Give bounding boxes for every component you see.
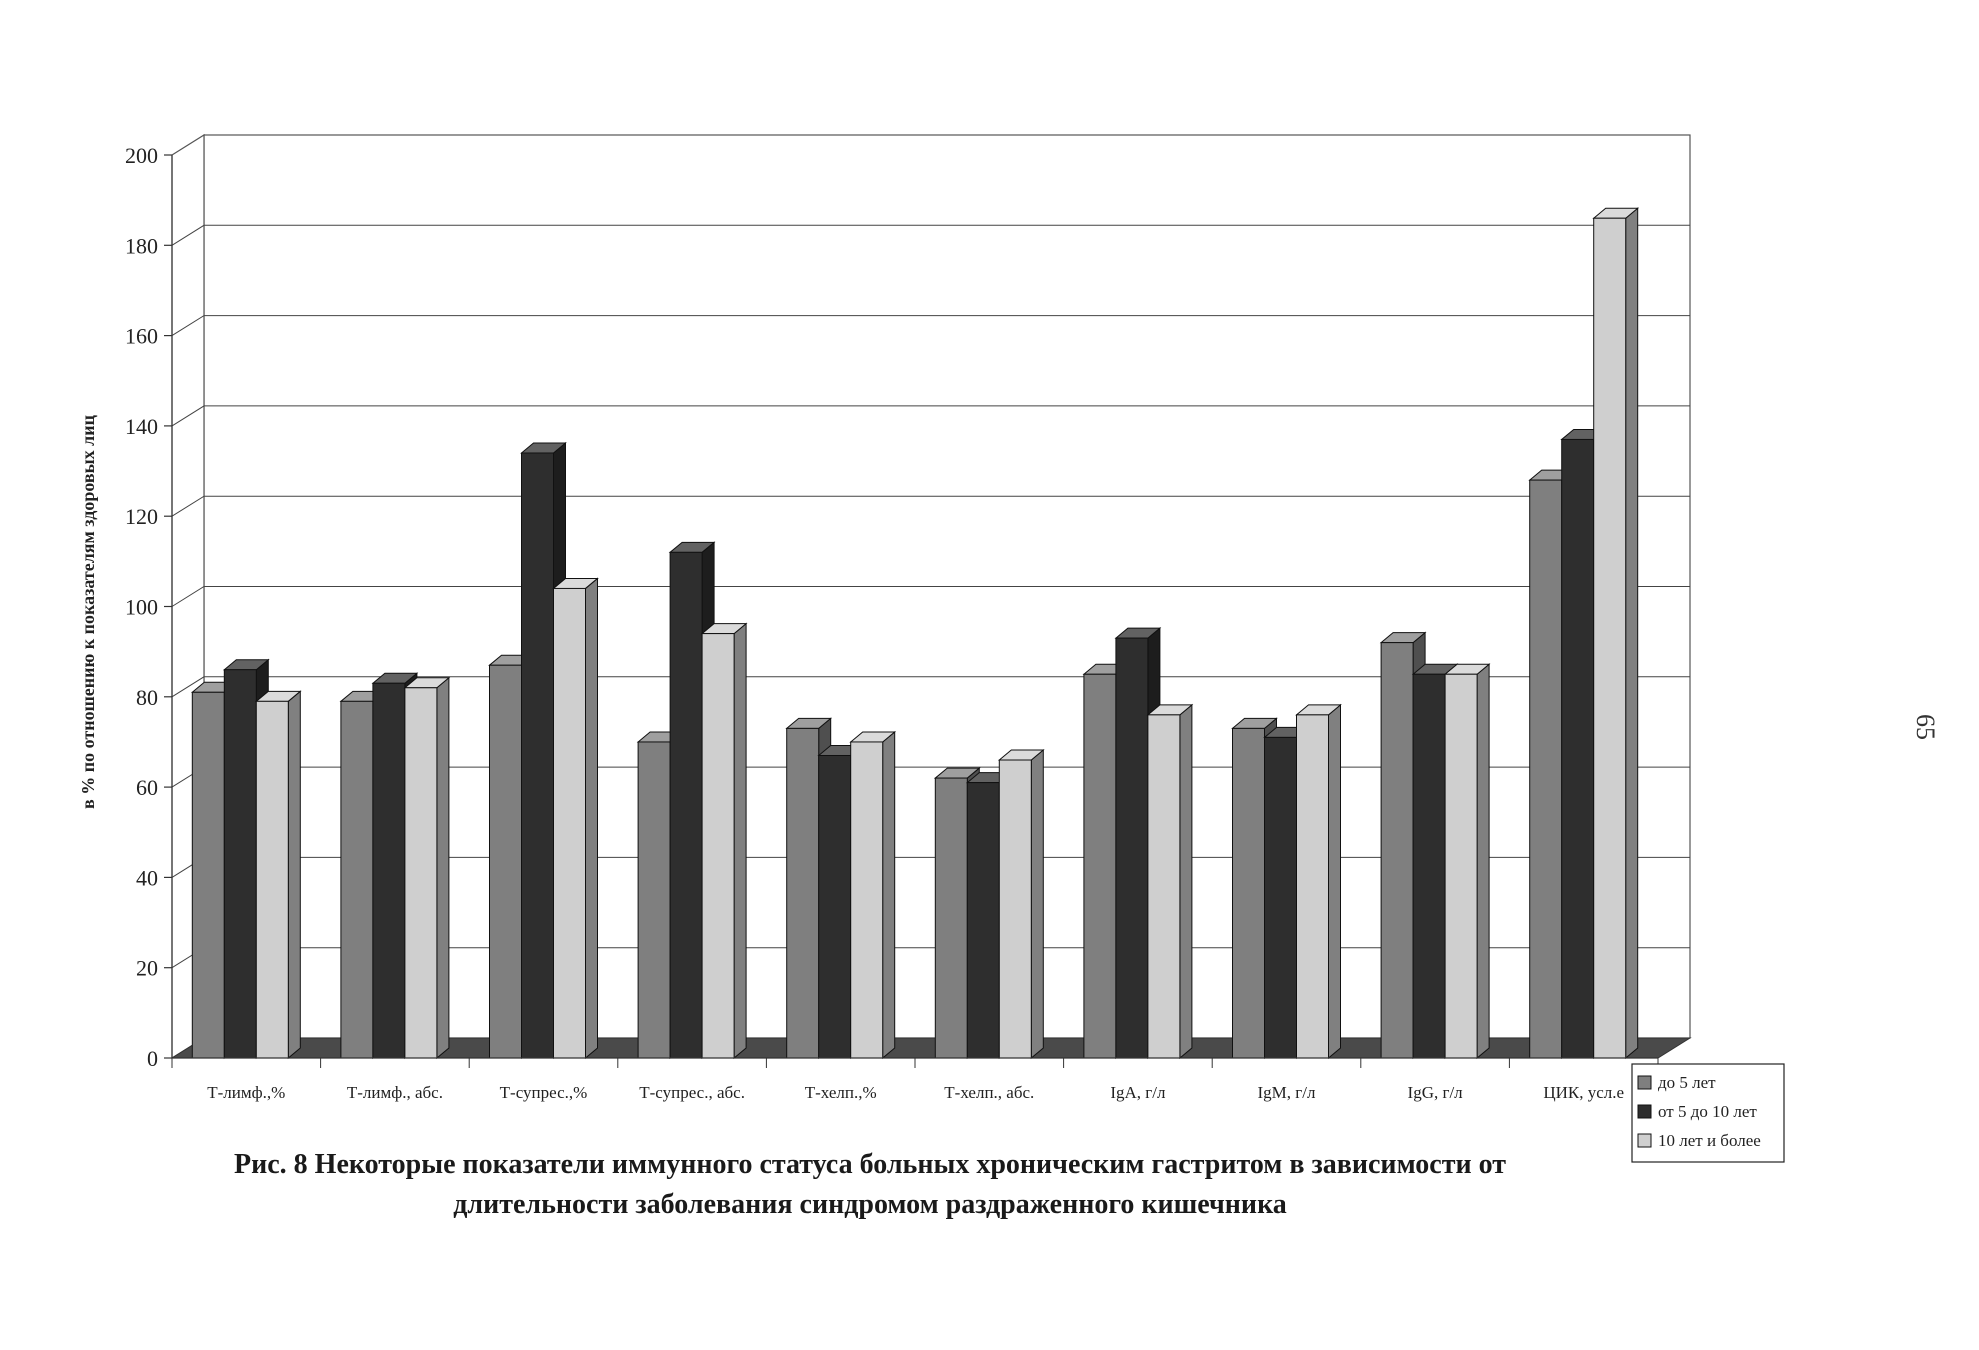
bar (700, 622, 748, 1060)
gridline (171, 405, 1690, 427)
legend-swatch (1637, 1104, 1652, 1119)
bar (552, 577, 599, 1060)
gridline (171, 676, 1690, 698)
legend-entry: от 5 до 10 лет (1658, 1102, 1757, 1121)
x-axis-categories: Т-лимф.,% Т-лимф., абс. Т-супрес.,% Т-супре… (171, 1057, 1659, 1102)
y-tick-label: 200 (125, 143, 158, 168)
y-tick-label: 20 (136, 956, 158, 981)
x-tick-label: Т-хелп., абс. (944, 1083, 1034, 1102)
legend-swatch (1637, 1133, 1652, 1148)
caption-line-1: Рис. 8 Некоторые показатели иммунного ст… (234, 1149, 1506, 1180)
y-axis-label: в % по отношению к показателям здоровых … (78, 414, 98, 809)
gridline (171, 495, 1690, 517)
x-tick-label: Т-супрес.,% (500, 1083, 588, 1102)
bar (1295, 703, 1342, 1060)
x-tick-label: Т-лимф.,% (207, 1083, 285, 1102)
y-tick-label: 80 (136, 685, 158, 710)
y-tick-label: 160 (125, 324, 158, 349)
gridline (171, 315, 1690, 337)
chart-bars (190, 207, 1640, 1060)
x-tick-label: Т-супрес., абс. (639, 1083, 745, 1102)
bar (1443, 663, 1491, 1060)
legend-entry: до 5 лет (1658, 1073, 1716, 1092)
bar (849, 730, 897, 1060)
bar (1592, 207, 1640, 1060)
legend-swatch (1637, 1075, 1652, 1090)
y-tick-label: 0 (147, 1046, 158, 1071)
y-tick-label: 40 (136, 865, 158, 890)
y-tick-label: 140 (125, 414, 158, 439)
figure-caption: Рис. 8 Некоторые показатели иммунного ст… (150, 1145, 1590, 1225)
y-tick-label: 120 (125, 504, 158, 529)
x-tick-label: IgA, г/л (1110, 1083, 1166, 1102)
page-number: 65 (1911, 714, 1940, 740)
chart-legend: до 5 лет от 5 до 10 лет 10 лет и более (1631, 1063, 1785, 1163)
bar (997, 748, 1045, 1060)
y-tick-label: 180 (125, 233, 158, 258)
gridline (171, 224, 1690, 246)
bar (1082, 663, 1130, 1060)
bar (403, 676, 451, 1060)
x-tick-label: IgM, г/л (1258, 1083, 1316, 1102)
x-tick-label: IgG, г/л (1408, 1083, 1464, 1102)
caption-line-2: длительности заболевания синдромом раздр… (453, 1189, 1287, 1220)
y-tick-label: 100 (125, 595, 158, 620)
x-tick-label: Т-лимф., абс. (347, 1083, 443, 1102)
x-tick-label: ЦИК, усл.е (1543, 1083, 1624, 1102)
bar (254, 690, 302, 1060)
legend-box (1631, 1063, 1785, 1163)
x-tick-label: Т-хелп.,% (805, 1083, 877, 1102)
y-tick-label: 60 (136, 775, 158, 800)
y-axis-ticks: 0 20 40 60 80 100 120 140 160 180 200 (125, 143, 173, 1071)
bar (1146, 703, 1194, 1060)
gridline (171, 586, 1690, 607)
legend-entry: 10 лет и более (1658, 1131, 1761, 1150)
